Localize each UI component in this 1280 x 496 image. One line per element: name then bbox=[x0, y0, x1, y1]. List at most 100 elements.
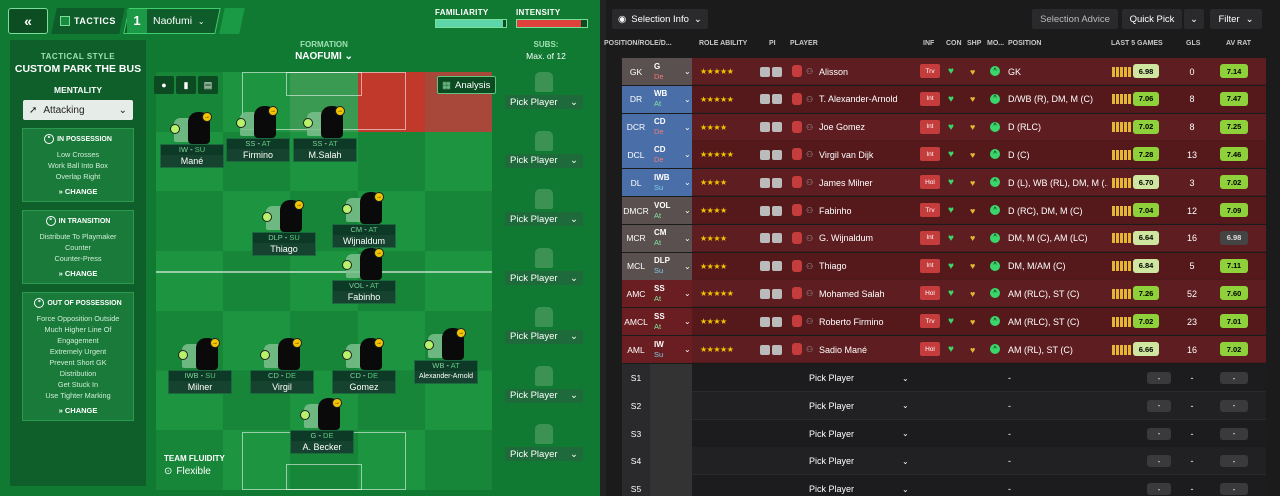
player-instructions-icon[interactable] bbox=[760, 336, 782, 363]
row-player-name[interactable]: Mohamed Salah bbox=[819, 288, 885, 299]
sub-slot[interactable]: Pick Player ⌄ bbox=[505, 424, 583, 482]
player-card[interactable]: → CM - AT Wijnaldum bbox=[332, 192, 396, 248]
row-role[interactable]: CM At bbox=[650, 224, 692, 252]
pick-player-select[interactable]: Pick Player ⌄ bbox=[505, 388, 583, 403]
tactic-slot-selector[interactable]: 1 Naofumi ⌄ bbox=[123, 8, 221, 34]
sub-slot[interactable]: Pick Player ⌄ bbox=[505, 365, 583, 424]
player-card[interactable]: → SS - AT Firmino bbox=[226, 106, 290, 162]
row-player-name[interactable]: Thiago bbox=[819, 261, 847, 272]
sub-row[interactable]: S2 Pick Player ⌄ - - - - bbox=[622, 391, 1266, 420]
table-row[interactable]: AMCL SS At ⌄ ★★★★ ⚇ Roberto Firmino Trv ♥ ♥ ^ AM (R… bbox=[622, 308, 1266, 336]
chevron-down-icon[interactable]: ⌄ bbox=[684, 289, 691, 299]
row-role[interactable]: VOL At bbox=[650, 197, 692, 224]
chevron-down-icon[interactable]: ⌄ bbox=[684, 261, 691, 271]
pick-player-select[interactable]: Pick Player ⌄ bbox=[505, 153, 583, 168]
sub-slot[interactable]: Pick Player ⌄ bbox=[505, 72, 583, 130]
player-view-icon[interactable]: ● bbox=[154, 76, 174, 94]
table-row[interactable]: MCR CM At ⌄ ★★★★ ⚇ G. Wijnaldum Int ♥ ♥ ^ DM, M (C)… bbox=[622, 224, 1266, 252]
player-instructions-icon[interactable] bbox=[760, 225, 782, 252]
chevron-down-icon[interactable]: ⌄ bbox=[684, 233, 691, 243]
col-avrat[interactable]: AV RAT bbox=[1226, 40, 1252, 47]
player-instructions-icon[interactable] bbox=[760, 308, 782, 335]
sub-slot[interactable]: Pick Player ⌄ bbox=[505, 130, 583, 189]
sub-pick-player[interactable]: Pick Player bbox=[809, 373, 855, 383]
chevron-down-icon[interactable]: ⌄ bbox=[684, 94, 691, 104]
player-card[interactable]: → CD - DE Gomez bbox=[332, 338, 396, 394]
table-row[interactable]: DCL CD De ⌄ ★★★★★ ⚇ Virgil van Dijk Int ♥ ♥ ^ D (C)… bbox=[622, 141, 1266, 169]
sub-row[interactable]: S5 Pick Player ⌄ - - - - bbox=[622, 475, 1266, 496]
chevron-down-icon[interactable]: ⌄ bbox=[684, 67, 691, 76]
row-role[interactable]: CD De bbox=[650, 141, 692, 169]
chevron-down-icon[interactable]: ⌄ bbox=[684, 122, 691, 132]
col-pi[interactable]: PI bbox=[769, 40, 776, 47]
table-row[interactable]: DCR CD De ⌄ ★★★★ ⚇ Joe Gomez Int ♥ ♥ ^ D (RLC) 7.02 8… bbox=[622, 113, 1266, 141]
row-player-name[interactable]: Alisson bbox=[819, 66, 849, 77]
col-player[interactable]: PLAYER bbox=[790, 40, 818, 47]
filter-button[interactable]: Filter ⌄ bbox=[1210, 9, 1262, 29]
player-instructions-icon[interactable] bbox=[760, 280, 782, 307]
row-role[interactable]: G De bbox=[650, 58, 692, 85]
col-mo[interactable]: MO... bbox=[987, 40, 1005, 47]
table-row[interactable]: DL IWB Su ⌄ ★★★★ ⚇ James Milner Hol ♥ ♥ ^ D (L), WB… bbox=[622, 169, 1266, 197]
change-button[interactable]: » CHANGE bbox=[27, 187, 129, 196]
row-player-name[interactable]: Virgil van Dijk bbox=[819, 149, 874, 160]
sub-slot[interactable]: Pick Player ⌄ bbox=[505, 248, 583, 306]
quick-pick-dropdown[interactable]: ⌄ bbox=[1184, 9, 1204, 29]
row-player-name[interactable]: G. Wijnaldum bbox=[819, 233, 874, 244]
player-instructions-icon[interactable] bbox=[760, 114, 782, 141]
table-row[interactable]: DMCR VOL At ⌄ ★★★★ ⚇ Fabinho Trv ♥ ♥ ^ D (RC), DM, … bbox=[622, 197, 1266, 224]
col-con[interactable]: CON bbox=[946, 40, 962, 47]
selection-info-button[interactable]: ◉ Selection Info ⌄ bbox=[612, 9, 708, 29]
selection-advice-button[interactable]: Selection Advice bbox=[1032, 9, 1118, 29]
chevron-down-icon[interactable]: ⌄ bbox=[902, 429, 909, 439]
player-card[interactable]: → G - DE A. Becker bbox=[290, 398, 354, 454]
col-role-ability[interactable]: ROLE ABILITY bbox=[699, 40, 748, 47]
mentality-select[interactable]: ➚ Attacking ⌄ bbox=[23, 100, 133, 120]
back-button[interactable]: « bbox=[8, 8, 48, 34]
player-card[interactable]: → IWB - SU Milner bbox=[168, 338, 232, 394]
quick-pick-button[interactable]: Quick Pick bbox=[1122, 9, 1182, 29]
row-role[interactable]: DLP Su bbox=[650, 252, 692, 280]
row-role[interactable]: WB At bbox=[650, 85, 692, 113]
player-card[interactable]: → SS - AT M.Salah bbox=[293, 106, 357, 162]
sub-row[interactable]: S3 Pick Player ⌄ - - - - bbox=[622, 419, 1266, 448]
change-button[interactable]: » CHANGE bbox=[27, 269, 129, 278]
player-card[interactable]: → IW - SU Mané bbox=[160, 112, 224, 168]
table-row[interactable]: GK G De ⌄ ★★★★★ ⚇ Alisson Trv ♥ ♥ ^ GK 6.98 0 7.14 bbox=[622, 58, 1266, 85]
chevron-down-icon[interactable]: ⌄ bbox=[684, 206, 691, 215]
table-row[interactable]: AML IW Su ⌄ ★★★★★ ⚇ Sadio Mané Hol ♥ ♥ ^ AM (RL), S… bbox=[622, 336, 1266, 363]
bar-chart-icon[interactable]: ▮ bbox=[176, 76, 196, 94]
chevron-down-icon[interactable]: ⌄ bbox=[902, 456, 909, 466]
row-player-name[interactable]: Sadio Mané bbox=[819, 344, 868, 355]
change-button[interactable]: » CHANGE bbox=[27, 406, 129, 415]
table-row[interactable]: MCL DLP Su ⌄ ★★★★ ⚇ Thiago Int ♥ ♥ ^ DM, M/AM (C) 6.… bbox=[622, 252, 1266, 280]
player-card[interactable]: → DLP - SU Thiago bbox=[252, 200, 316, 256]
clipboard-icon[interactable]: ▤ bbox=[198, 76, 218, 94]
sub-slot[interactable]: Pick Player ⌄ bbox=[505, 189, 583, 247]
sub-row[interactable]: S4 Pick Player ⌄ - - - - bbox=[622, 447, 1266, 476]
table-row[interactable]: AMC SS At ⌄ ★★★★★ ⚇ Mohamed Salah Hol ♥ ♥ ^ AM (RLC… bbox=[622, 280, 1266, 308]
row-role[interactable]: IWB Su bbox=[650, 169, 692, 197]
pick-player-select[interactable]: Pick Player ⌄ bbox=[505, 212, 583, 227]
row-role[interactable]: SS At bbox=[650, 308, 692, 336]
player-card[interactable]: → WB - AT Alexander-Arnold bbox=[414, 328, 478, 384]
tactical-style-value[interactable]: CUSTOM PARK THE BUS bbox=[14, 63, 142, 75]
player-instructions-icon[interactable] bbox=[760, 86, 782, 113]
pick-player-select[interactable]: Pick Player ⌄ bbox=[505, 271, 583, 286]
familiarity-meter[interactable]: FAMILIARITY bbox=[435, 8, 507, 34]
row-player-name[interactable]: Roberto Firmino bbox=[819, 316, 884, 327]
row-player-name[interactable]: T. Alexander-Arnold bbox=[819, 94, 898, 105]
formation-name[interactable]: NAOFUMI ⌄ bbox=[295, 51, 353, 62]
intensity-meter[interactable]: INTENSITY bbox=[516, 8, 588, 34]
col-last5[interactable]: LAST 5 GAMES bbox=[1111, 40, 1163, 47]
sub-slot[interactable]: Pick Player ⌄ bbox=[505, 306, 583, 365]
player-instructions-icon[interactable] bbox=[760, 58, 782, 85]
row-role[interactable]: CD De bbox=[650, 113, 692, 141]
row-player-name[interactable]: Joe Gomez bbox=[819, 122, 866, 133]
player-instructions-icon[interactable] bbox=[760, 253, 782, 280]
sub-row[interactable]: S1 Pick Player ⌄ - - - - bbox=[622, 364, 1266, 392]
chevron-down-icon[interactable]: ⌄ bbox=[902, 401, 909, 411]
col-shp[interactable]: SHP bbox=[967, 40, 982, 47]
row-player-name[interactable]: James Milner bbox=[819, 177, 873, 188]
sub-pick-player[interactable]: Pick Player bbox=[809, 484, 855, 495]
